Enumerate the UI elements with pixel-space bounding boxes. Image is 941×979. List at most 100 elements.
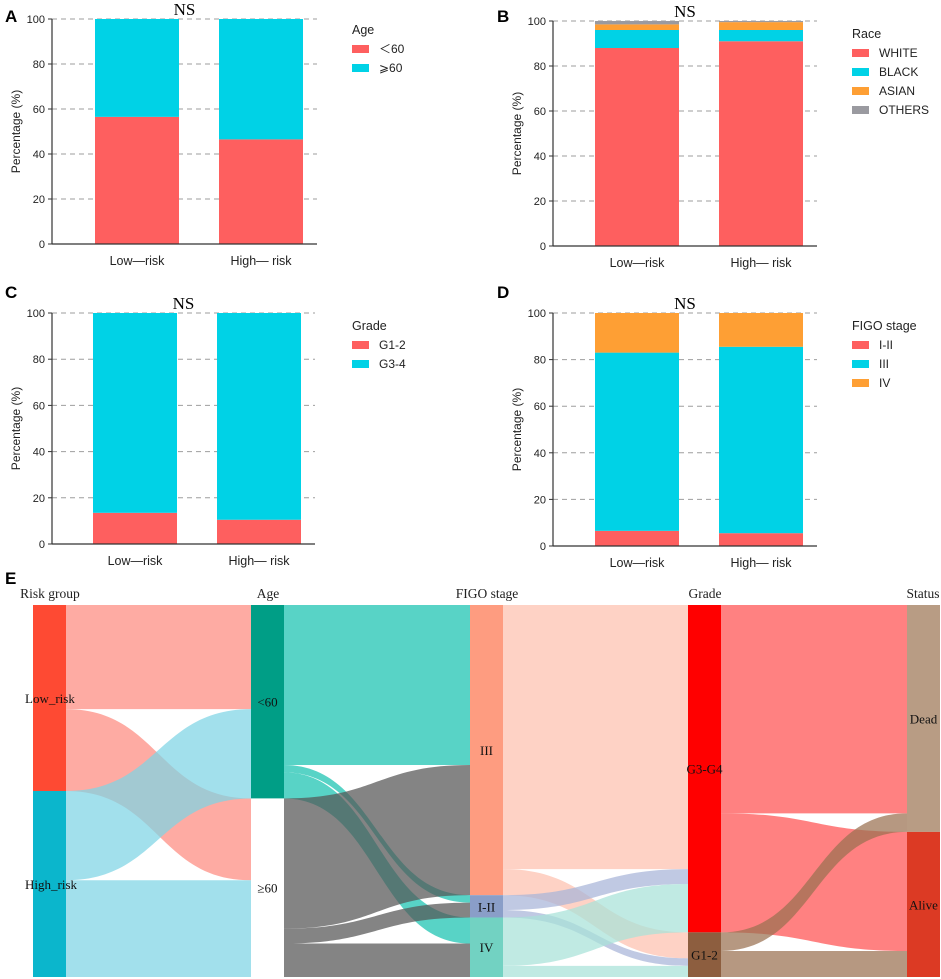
y-tick-label: 0 [39,539,45,551]
panel-b: B NS Low—risk High— risk 0 20 40 60 80 100 Percent… [497,2,929,270]
y-tick-label: 40 [33,149,45,161]
flow-iv-g34 [503,884,688,966]
y-tick-label: 20 [534,196,546,208]
y-tick-label: 0 [39,239,45,251]
panel-letter: C [5,283,17,302]
legend-swatch [352,64,369,72]
panel-a: A NS Low—risk High— risk 0 20 40 60 80 100 Percent… [5,0,405,268]
legend: Race WHITE BLACK ASIAN OTHERS [852,27,929,117]
y-tick-label: 60 [33,400,45,412]
legend-title: Grade [352,319,387,333]
legend-label: G1-2 [379,338,406,352]
panel-c: C NS Low—risk High— risk 0 20 40 60 80 100 Percent… [5,283,406,568]
bar-b-0-3 [595,21,679,25]
bar-a-0-1 [95,19,179,117]
node-label: G3-G4 [686,762,723,777]
x-tick-label: High— risk [230,254,292,268]
y-tick-label: 80 [33,59,45,71]
node-iii [470,605,503,896]
y-tick-label: 100 [528,308,546,320]
legend: Grade G1-2 G3-4 [352,319,406,371]
stage-header: FIGO stage [456,586,519,601]
node-label: I-II [478,899,495,914]
legend-label: WHITE [879,46,918,60]
y-tick-label: 40 [534,151,546,163]
stage-header: Status [906,586,939,601]
y-tick-label: 20 [33,493,45,505]
flow-iii-g34 [503,605,688,870]
node-alive [907,831,940,977]
panel-e: E Risk group Age FIGO stage Grade Status Low_r… [5,569,940,977]
flow-iv-g12 [503,965,688,977]
node-lt60 [251,605,284,799]
flow-lt60-iii [284,605,470,765]
node-label: G1-2 [691,948,718,963]
node-label: Dead [910,711,938,726]
legend-swatch [852,49,869,57]
legend-label: III [879,357,889,371]
panel-d: D NS Low—risk High— risk 0 20 40 60 80 100 Percent… [497,283,917,570]
bar-d-0-2 [595,313,679,353]
node-label: Alive [909,897,938,912]
node-i_ii [470,895,503,918]
bar-b-1-3 [719,21,803,23]
x-tick-label: High— risk [228,554,290,568]
bar-c-0-1 [93,313,177,513]
flow-high-ge60 [66,880,251,977]
stage-header: Risk group [20,586,80,601]
legend-label: BLACK [879,65,918,79]
node-low [33,605,66,791]
y-axis-label: Percentage (%) [510,388,524,471]
bar-a-0-0 [95,116,179,244]
bar-b-0-1 [595,30,679,48]
legend-title: Race [852,27,881,41]
legend-label: I-II [879,338,893,352]
legend: FIGO stage I-II III IV [852,319,917,390]
node-label: IV [480,940,494,955]
legend-swatch [352,45,369,53]
legend-swatch [852,360,869,368]
node-label: Low_risk [25,691,75,706]
legend-label: ASIAN [879,84,915,98]
node-g12 [688,932,721,977]
bar-c-1-1 [217,313,301,520]
node-label: III [480,743,493,758]
legend-swatch [852,68,869,76]
bar-a-1-0 [219,139,303,244]
legend-label: ⩾60 [379,61,403,75]
y-tick-label: 100 [27,14,45,26]
panel-letter: D [497,283,509,302]
flow-ge60-i_ii [284,902,470,944]
y-tick-label: 100 [528,16,546,28]
y-tick-label: 60 [33,104,45,116]
legend-title: Age [352,23,374,37]
legend: Age ＜60 ⩾60 [352,23,405,75]
chart-title: NS [173,294,195,313]
flow-g12-dead [721,813,907,951]
flow-g34-dead [721,605,907,814]
y-tick-label: 80 [534,61,546,73]
y-tick-label: 0 [540,241,546,253]
link-layer [66,605,907,977]
bar-a-1-1 [219,19,303,140]
y-tick-label: 20 [33,194,45,206]
y-tick-label: 80 [33,354,45,366]
x-tick-label: High— risk [730,556,792,570]
panel-letter: B [497,7,509,26]
chart-title: NS [174,0,196,19]
bar-b-1-0 [719,41,803,246]
node-high [33,791,66,977]
y-tick-label: 40 [534,448,546,460]
legend-title: FIGO stage [852,319,917,333]
y-tick-label: 100 [27,308,45,320]
chart-title: NS [674,2,696,21]
y-tick-label: 60 [534,106,546,118]
bar-d-0-1 [595,352,679,531]
node-label: High_risk [25,877,78,892]
node-ge60 [251,798,284,977]
bar-d-1-0 [719,533,803,546]
node-dead [907,605,940,832]
flow-ge60-iv [284,943,470,977]
bar-b-1-2 [719,22,803,30]
node-label: <60 [257,695,277,710]
